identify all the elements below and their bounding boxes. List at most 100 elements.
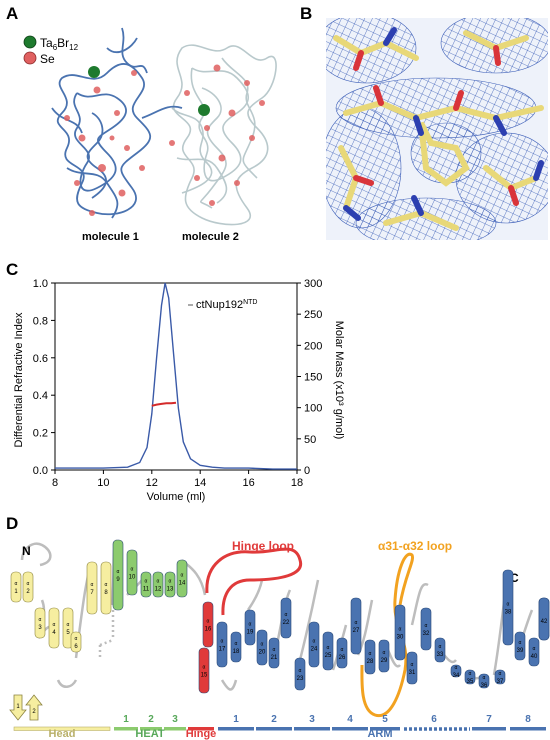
beta-strands: 1 2 — [9, 694, 43, 721]
helix-26-alpha: α — [341, 647, 344, 653]
y-tick-label-0: 0.0 — [33, 465, 48, 477]
helix-38: α 38 — [502, 569, 514, 646]
helix-15: α 15 — [198, 647, 210, 694]
helix-3: α3 — [34, 607, 46, 639]
helix-19-body — [244, 609, 256, 646]
beta-strand-2 — [25, 694, 43, 721]
helix-25-alpha: α — [327, 645, 330, 651]
heat-repeat-2-number: 2 — [148, 714, 154, 725]
helix-10: α 10 — [126, 549, 138, 596]
panel-label-a: A — [6, 4, 19, 23]
helix-35-number: 35 — [467, 679, 474, 685]
helix-22-alpha: α — [285, 612, 288, 618]
helix-42-number: 42 — [541, 619, 548, 625]
y2-tick-label-2: 100 — [304, 403, 322, 415]
helix-18-alpha: α — [235, 641, 238, 647]
helix-27-body — [350, 597, 362, 655]
helix-34-number: 34 — [453, 673, 460, 679]
heat-repeat-3-bar — [164, 727, 186, 731]
helix-18: α 18 — [230, 631, 242, 663]
molar-mass-series — [151, 401, 177, 407]
helix-14-body — [176, 559, 188, 598]
helix-22: α 22 — [280, 597, 292, 639]
helix-20-body — [256, 629, 268, 666]
arm-repeat-3-bar — [294, 727, 330, 731]
helix-37-alpha: α — [499, 671, 502, 677]
helix-1: α1 — [10, 571, 22, 603]
helix-8-body — [100, 561, 112, 615]
helix-10-number: 10 — [129, 575, 136, 581]
helix-20-alpha: α — [261, 642, 264, 648]
panel-label-b: B — [300, 4, 313, 23]
helix-22-number: 22 — [283, 620, 290, 626]
helix-38-body — [502, 569, 514, 646]
helix-11-body — [140, 571, 152, 598]
helix-23: α 23 — [294, 657, 306, 691]
helix-39-number: 39 — [517, 648, 524, 654]
helix-33-body — [434, 637, 446, 663]
arm-repeat-5-bar — [370, 727, 400, 731]
arm-repeat-3-number: 3 — [309, 714, 315, 725]
helix-30-number: 30 — [397, 635, 404, 641]
hinge-loop-path — [205, 547, 303, 616]
helix-2-number: 2 — [26, 589, 30, 595]
helix-6-number: 6 — [74, 644, 78, 650]
helix-5: α5 — [62, 607, 74, 649]
helix-2-body — [22, 571, 34, 603]
helix-30: α 30 — [394, 604, 406, 661]
c-terminus-label: C — [510, 571, 519, 585]
helix-12-alpha: α — [157, 579, 160, 585]
y-axis-left-label: Differential Refractive Index — [13, 312, 25, 447]
x-tick-label-5: 18 — [291, 477, 303, 489]
helix-29-number: 29 — [381, 658, 388, 664]
arm-repeat-6-number: 6 — [431, 714, 437, 725]
helix-10-body — [126, 549, 138, 596]
helix-40-number: 40 — [531, 654, 538, 660]
helix-3-alpha: α — [39, 617, 42, 623]
helix-13: α 13 — [164, 571, 176, 598]
helix-12-body — [152, 571, 164, 598]
beta-strand-2-label: 2 — [32, 709, 36, 715]
y2-tick-label-1: 50 — [304, 434, 316, 446]
x-axis-label: Volume (ml) — [147, 491, 206, 503]
helix-36-number: 36 — [481, 683, 488, 689]
heat-repeat-3-number: 3 — [172, 714, 178, 725]
helix-3-body — [34, 607, 46, 639]
helix-42-body — [538, 597, 550, 641]
helix-37-body — [494, 669, 506, 685]
molecule-2-ribbon — [171, 44, 277, 226]
arm-repeat-2-number: 2 — [271, 714, 277, 725]
helix-10-alpha: α — [131, 567, 134, 573]
helix-9-number: 9 — [116, 577, 120, 583]
helix-24-number: 24 — [311, 647, 318, 653]
helix-27: α 27 — [350, 597, 362, 655]
helix-11: α 11 — [140, 571, 152, 598]
helix-39-body — [514, 631, 526, 661]
helix-34-alpha: α — [455, 665, 458, 671]
y-tick-label-2: 0.4 — [33, 390, 48, 402]
helix-25: α 25 — [322, 631, 334, 671]
helix-17: α 17 — [216, 621, 228, 668]
helix-38-number: 38 — [505, 610, 512, 616]
panel-c-chart: Differential Refractive Index Molar Mass… — [13, 278, 345, 503]
x-tick-label-3: 14 — [194, 477, 206, 489]
y2-tick-label-3: 150 — [304, 372, 322, 384]
helix-25-number: 25 — [325, 653, 332, 659]
helix-24-body — [308, 621, 320, 668]
helix-40-alpha: α — [533, 646, 536, 652]
arm-repeat-7-number: 7 — [486, 714, 492, 725]
helix-8-number: 8 — [104, 590, 108, 596]
helix-6: α6 — [70, 631, 82, 653]
helix-1-body — [10, 571, 22, 603]
arm-repeat-8-bar — [510, 727, 546, 731]
y2-tick-label-6: 300 — [304, 278, 322, 290]
helix-29: α 29 — [378, 639, 390, 673]
helix-13-number: 13 — [167, 587, 174, 593]
n-terminus-label: N — [22, 544, 31, 558]
x-tick-label-2: 12 — [146, 477, 158, 489]
helix-1-number: 1 — [14, 589, 18, 595]
helix-28-body — [364, 639, 376, 675]
hinge-domain-bar — [188, 727, 214, 731]
arm-repeat-8-number: 8 — [525, 714, 531, 725]
helix-8-alpha: α — [105, 582, 108, 588]
